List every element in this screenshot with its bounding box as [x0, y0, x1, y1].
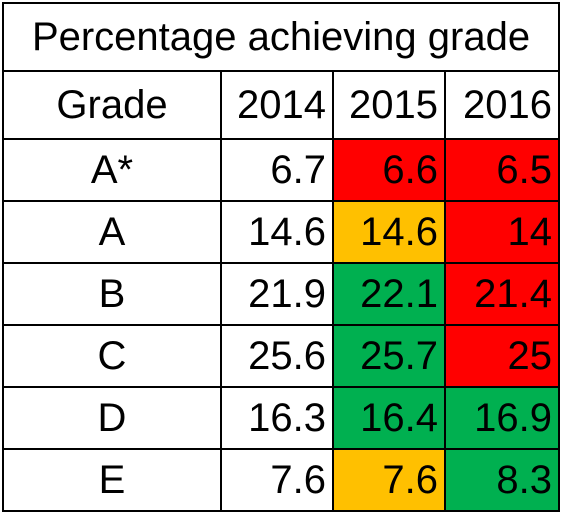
grade-cell: E	[2, 448, 222, 512]
table-row: A 14.6 14.6 14	[2, 200, 560, 264]
value-cell: 14.6	[332, 200, 446, 264]
grade-cell: D	[2, 386, 222, 450]
value-cell: 14	[444, 200, 560, 264]
value-cell: 25.7	[332, 324, 446, 388]
grade-cell: A	[2, 200, 222, 264]
column-header-2014: 2014	[220, 70, 334, 140]
column-header-2016: 2016	[444, 70, 560, 140]
value-cell: 6.5	[444, 138, 560, 202]
grade-cell: A*	[2, 138, 222, 202]
table-title: Percentage achieving grade	[2, 2, 560, 72]
table-row: E 7.6 7.6 8.3	[2, 448, 560, 512]
grade-cell: B	[2, 262, 222, 326]
value-cell: 21.4	[444, 262, 560, 326]
value-cell: 21.9	[220, 262, 334, 326]
value-cell: 22.1	[332, 262, 446, 326]
table-body: A* 6.7 6.6 6.5 A 14.6 14.6 14 B 21.9 22.…	[2, 138, 560, 512]
value-cell: 6.6	[332, 138, 446, 202]
table-row: B 21.9 22.1 21.4	[2, 262, 560, 326]
value-cell: 16.4	[332, 386, 446, 450]
table-row: C 25.6 25.7 25	[2, 324, 560, 388]
value-cell: 6.7	[220, 138, 334, 202]
table-row: D 16.3 16.4 16.9	[2, 386, 560, 450]
header-row: Grade 2014 2015 2016	[2, 70, 560, 140]
table-row: A* 6.7 6.6 6.5	[2, 138, 560, 202]
value-cell: 16.9	[444, 386, 560, 450]
value-cell: 14.6	[220, 200, 334, 264]
grade-cell: C	[2, 324, 222, 388]
value-cell: 25.6	[220, 324, 334, 388]
title-row: Percentage achieving grade	[2, 2, 560, 72]
value-cell: 7.6	[332, 448, 446, 512]
column-header-2015: 2015	[332, 70, 446, 140]
value-cell: 25	[444, 324, 560, 388]
value-cell: 16.3	[220, 386, 334, 450]
value-cell: 7.6	[220, 448, 334, 512]
grade-table-container: Percentage achieving grade Grade 2014 20…	[2, 2, 560, 512]
value-cell: 8.3	[444, 448, 560, 512]
column-header-grade: Grade	[2, 70, 222, 140]
grade-percentage-table: Percentage achieving grade Grade 2014 20…	[2, 2, 560, 512]
